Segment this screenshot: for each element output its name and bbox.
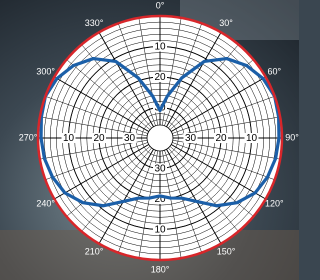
page: {"chart_data": {"type": "polar", "theta"… — [0, 0, 299, 280]
theta-tick-label: 120° — [265, 198, 284, 208]
theta-tick-label: 210° — [85, 247, 104, 257]
r-tick-label: 20 — [215, 133, 227, 144]
r-tick-label: 20 — [93, 133, 105, 144]
r-tick-label: 30 — [185, 133, 197, 144]
theta-tick-label: 0° — [156, 0, 165, 10]
theta-tick-label: 30° — [219, 18, 233, 28]
r-tick-label: 30 — [154, 164, 166, 175]
theta-tick-label: 300° — [36, 66, 55, 76]
r-tick-label: 10 — [246, 133, 258, 144]
r-tick-label: 10 — [154, 225, 166, 236]
r-tick-label: 10 — [154, 42, 166, 53]
r-tick-label: 10 — [63, 133, 75, 144]
theta-tick-label: 180° — [151, 264, 170, 274]
r-tick-label: 20 — [154, 72, 166, 83]
theta-tick-label: 150° — [217, 247, 236, 257]
theta-tick-label: 90° — [285, 132, 299, 142]
center-hole — [147, 125, 173, 151]
r-tick-label: 30 — [124, 133, 136, 144]
theta-tick-label: 240° — [36, 198, 55, 208]
theta-tick-label: 270° — [19, 132, 38, 142]
theta-tick-label: 60° — [268, 66, 282, 76]
theta-tick-label: 330° — [85, 18, 104, 28]
